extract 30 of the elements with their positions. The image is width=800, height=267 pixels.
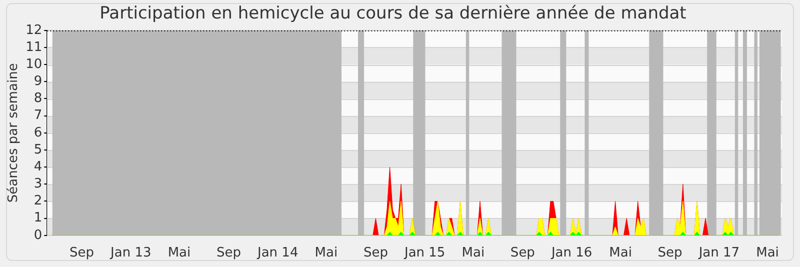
x-tick-label: Sep (363, 246, 388, 261)
x-tick-label: Jan 16 (550, 246, 592, 261)
y-tick-label: 6 (34, 125, 42, 140)
x-tick-label: Mai (756, 246, 779, 261)
x-tick-label: Jan 14 (256, 246, 298, 261)
x-tick-label: Mai (462, 246, 485, 261)
x-tick-label: Mai (168, 246, 191, 261)
y-axis-title: Séances par semaine (6, 63, 22, 203)
y-tick-label: 10 (26, 56, 42, 72)
x-tick-label: Mai (314, 246, 338, 261)
y-tick-label: 2 (34, 194, 42, 209)
x-tick-label: Sep (510, 246, 535, 261)
y-tick-label: 4 (34, 159, 42, 174)
y-tick-label: 1 (34, 210, 42, 226)
chart-title: Participation en hemicycle au cours de sa dernière année de mandat (100, 4, 687, 24)
y-tick-label: 9 (34, 74, 42, 90)
x-tick-label: Jan 13 (110, 246, 152, 261)
x-tick-label: Mai (609, 246, 632, 261)
x-tick-label: Sep (216, 246, 241, 261)
y-tick-label: 11 (26, 40, 42, 55)
y-tick-label: 3 (34, 176, 42, 192)
y-tick-label: 12 (26, 22, 42, 38)
x-tick-label: Sep (70, 246, 94, 261)
y-tick-label: 5 (34, 142, 42, 158)
y-tick-label: 0 (34, 228, 42, 243)
x-tick-label: Jan 15 (403, 246, 446, 261)
x-tick-label: Jan 17 (698, 246, 740, 261)
y-tick-label: 7 (34, 108, 42, 124)
y-tick-label: 8 (34, 91, 42, 106)
x-tick-label: Sep (658, 246, 682, 261)
